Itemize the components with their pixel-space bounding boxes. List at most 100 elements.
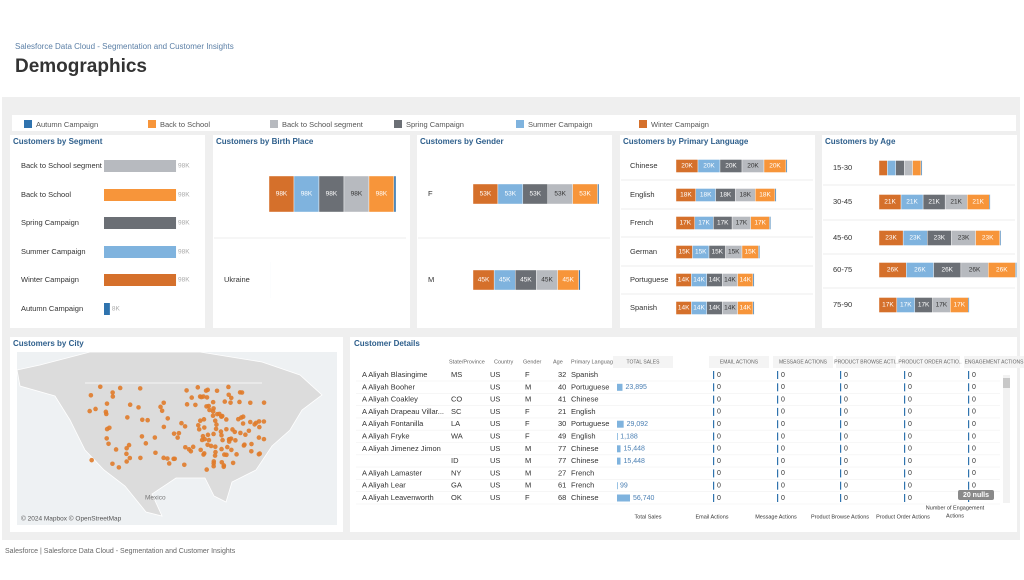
value-label: 26K <box>969 267 981 274</box>
table-cell: A Aliyah Fryke <box>362 431 410 440</box>
value-label: 17K <box>736 220 748 227</box>
legend-label[interactable]: Back to School segment <box>282 120 364 129</box>
category-label: Summer Campaign <box>21 247 86 256</box>
city-dot <box>257 451 263 456</box>
city-dot <box>210 399 216 405</box>
city-dot <box>205 387 211 393</box>
city-dot <box>139 434 145 439</box>
value-label: 14K <box>740 305 752 312</box>
city-dot <box>205 432 211 438</box>
city-dot <box>104 436 110 441</box>
category-label: Back to School <box>21 190 71 199</box>
nulls-badge-label[interactable]: 20 nulls <box>963 492 989 499</box>
bar-segment <box>758 245 760 259</box>
value-label: 18K <box>759 192 771 199</box>
action-bar <box>840 383 842 392</box>
legend-label[interactable]: Autumn Campaign <box>36 120 98 129</box>
action-value: 0 <box>908 421 912 428</box>
table-cell: A Aliyah Lear <box>362 481 406 490</box>
sales-label: 99 <box>620 483 628 490</box>
action-value: 0 <box>972 458 976 465</box>
value-label: 18K <box>740 192 752 199</box>
city-dot <box>200 433 206 439</box>
table-cell: 27 <box>558 468 566 477</box>
nulls-badge[interactable] <box>958 490 994 500</box>
action-value: 0 <box>781 372 785 379</box>
action-bar <box>713 481 715 490</box>
footer: Salesforce | Salesforce Data Cloud - Seg… <box>5 548 236 555</box>
city-dot <box>208 443 214 449</box>
action-bar <box>777 481 779 490</box>
table-cell: A Aliyah Leavenworth <box>362 493 434 502</box>
city-dot <box>224 417 229 422</box>
value-label: 14K <box>724 305 736 312</box>
column-header-bg <box>964 356 1024 368</box>
city-dot <box>207 407 212 413</box>
legend-swatch <box>148 120 156 128</box>
action-value: 0 <box>908 458 912 465</box>
action-bar <box>777 407 779 416</box>
legend-label[interactable]: Winter Campaign <box>651 120 709 129</box>
city-dot <box>116 465 122 470</box>
table-cell: M <box>525 382 531 391</box>
table-cell: ID <box>451 456 459 465</box>
action-bar <box>840 469 842 478</box>
scroll-thumb[interactable] <box>1003 378 1010 388</box>
value-label: 23K <box>909 235 921 242</box>
value-label: 17K <box>936 302 948 309</box>
city-dot <box>211 431 216 437</box>
city-dot <box>179 420 184 426</box>
city-dot <box>139 417 145 423</box>
bar-segment <box>920 160 923 176</box>
scrollbar[interactable] <box>1003 375 1010 503</box>
table-cell: US <box>490 395 500 404</box>
table-cell: A Aliyah Jimenez Jimon <box>362 444 441 453</box>
city-dot <box>158 404 163 410</box>
column-header: ENGAGEMENT ACTIONS <box>965 359 1024 365</box>
category-label: German <box>630 247 657 256</box>
bar <box>104 274 177 286</box>
action-value: 0 <box>781 384 785 391</box>
city-dot <box>219 432 224 438</box>
chart-title: Customers by Birth Place <box>216 137 314 146</box>
city-dot <box>107 425 112 431</box>
city-dot <box>225 444 230 450</box>
city-dot <box>198 447 203 453</box>
value-label: 20K <box>769 163 781 170</box>
value-label: 98K <box>326 191 338 198</box>
sales-label: 29,092 <box>627 421 649 428</box>
action-bar <box>968 481 970 490</box>
category-label: 60-75 <box>833 265 852 274</box>
city-dot <box>237 399 242 405</box>
sales-bar <box>617 433 618 440</box>
bar-segment <box>318 175 345 213</box>
bar-segment <box>887 160 897 176</box>
action-value: 0 <box>844 495 848 502</box>
panel <box>417 135 612 328</box>
city-dot <box>161 424 167 430</box>
city-dot <box>222 399 228 404</box>
value-label: 45K <box>520 277 532 284</box>
action-bar <box>713 420 715 429</box>
city-dot <box>214 411 220 417</box>
action-value: 0 <box>844 384 848 391</box>
action-value: 0 <box>781 433 785 440</box>
legend-label[interactable]: Back to School <box>160 120 210 129</box>
action-value: 0 <box>717 433 721 440</box>
bar-segment <box>904 160 913 176</box>
legend-label[interactable]: Spring Campaign <box>406 120 464 129</box>
city-dot <box>184 388 189 393</box>
value-label: 14K <box>709 305 721 312</box>
city-dot <box>110 390 115 395</box>
table-cell: US <box>490 382 500 391</box>
chart-title: Customer Details <box>354 339 420 348</box>
action-value: 0 <box>908 372 912 379</box>
action-value: 0 <box>781 421 785 428</box>
city-dot <box>241 443 247 448</box>
column-header: TOTAL SALES <box>627 359 661 365</box>
footer-label: Message Actions <box>755 514 797 520</box>
category-label: Spring Campaign <box>21 218 79 227</box>
legend-label[interactable]: Summer Campaign <box>528 120 593 129</box>
footer-label: Product Order Actions <box>876 514 930 520</box>
action-bar <box>713 383 715 392</box>
